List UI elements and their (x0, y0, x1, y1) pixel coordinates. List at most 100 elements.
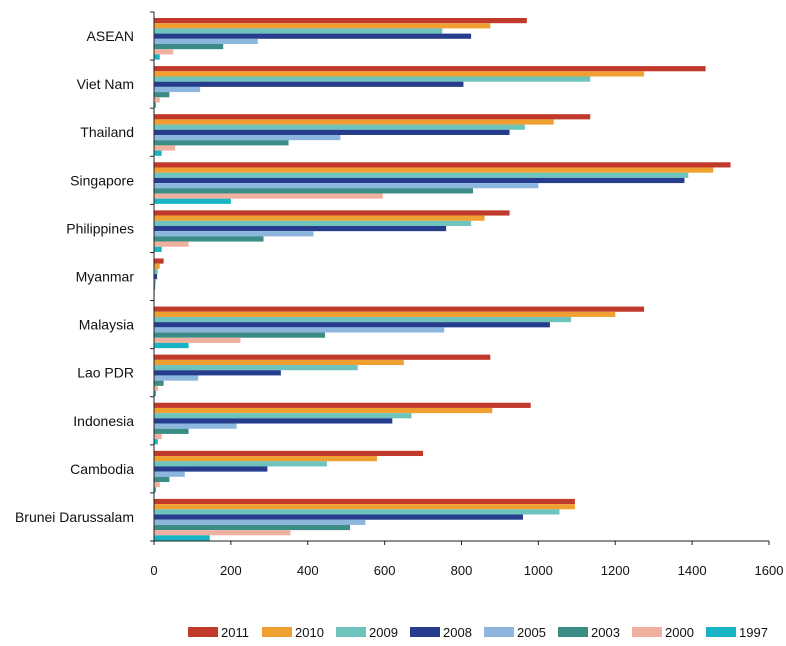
bar-viet-nam-2009 (154, 76, 591, 82)
labels-layer: 0 200 400 600 800 1000 1200 1400 1600 ASEAN Viet N… (15, 28, 784, 578)
category-label-myanmar: Myanmar (76, 269, 135, 285)
bar-singapore-2011 (154, 162, 731, 168)
bar-thailand-2003 (154, 140, 289, 146)
bar-asean-2009 (154, 28, 443, 34)
bar-cambodia-2005 (154, 471, 185, 477)
bar-asean-1997 (154, 54, 160, 60)
x-tick-label-800: 800 (451, 563, 473, 578)
bar-indonesia-2003 (154, 428, 189, 434)
bar-philippines-2003 (154, 236, 264, 242)
legend-label-2005: 2005 (517, 625, 546, 640)
legend-label-2010: 2010 (295, 625, 324, 640)
category-label-cambodia: Cambodia (70, 461, 134, 477)
bar-thailand-2011 (154, 114, 591, 120)
bar-viet-nam-2008 (154, 81, 464, 87)
bar-indonesia-2011 (154, 402, 531, 408)
bar-thailand-2005 (154, 134, 341, 141)
bar-myanmar-2008 (154, 274, 158, 280)
legend-swatch-2010 (262, 627, 292, 637)
bar-indonesia-2005 (154, 423, 237, 429)
bar-lao-pdr-2010 (154, 359, 404, 366)
bar-cambodia-2003 (154, 476, 170, 483)
bar-malaysia-1997 (154, 342, 189, 349)
bar-cambodia-2008 (154, 466, 268, 472)
category-label-philippines: Philippines (66, 220, 134, 236)
bar-singapore-2010 (154, 167, 714, 173)
bar-viet-nam-2011 (154, 66, 706, 72)
legend-swatch-2008 (410, 627, 440, 637)
bar-philippines-2010 (154, 215, 485, 221)
bar-philippines-2009 (154, 220, 472, 226)
bar-thailand-2010 (154, 119, 554, 125)
legend-layer: 2011 2010 2009 2008 2005 2003 2000 1997 (188, 625, 768, 640)
bar-thailand-1997 (154, 150, 162, 156)
bar-cambodia-2010 (154, 456, 377, 462)
legend-swatch-1997 (706, 627, 736, 637)
bar-asean-2010 (154, 23, 491, 29)
bar-lao-pdr-1997 (154, 391, 156, 397)
bar-singapore-1997 (154, 198, 231, 204)
bar-lao-pdr-2011 (154, 354, 491, 360)
bar-thailand-2009 (154, 124, 525, 130)
bar-philippines-2005 (154, 231, 314, 237)
bar-myanmar-2011 (154, 258, 164, 264)
bar-thailand-2000 (154, 145, 176, 151)
bar-lao-pdr-2003 (154, 380, 164, 386)
bar-brunei-darussalam-2005 (154, 519, 366, 525)
category-label-lao-pdr: Lao PDR (77, 365, 134, 381)
bar-malaysia-2000 (154, 337, 241, 343)
legend-label-2000: 2000 (665, 625, 694, 640)
bar-cambodia-2011 (154, 450, 424, 457)
bar-myanmar-2010 (154, 263, 160, 269)
x-tick-label-1000: 1000 (524, 563, 553, 578)
bar-singapore-2009 (154, 172, 689, 178)
bar-myanmar-2003 (154, 284, 156, 290)
legend-label-1997: 1997 (739, 625, 768, 640)
bar-malaysia-2003 (154, 332, 326, 338)
bar-brunei-darussalam-2000 (154, 530, 291, 536)
bar-singapore-2005 (154, 183, 539, 189)
bar-brunei-darussalam-1997 (154, 535, 210, 541)
category-label-singapore: Singapore (70, 172, 134, 188)
bar-malaysia-2005 (154, 327, 445, 333)
bar-viet-nam-1997 (154, 102, 156, 108)
bar-asean-2003 (154, 44, 224, 50)
legend-swatch-2000 (632, 627, 662, 637)
bar-malaysia-2011 (154, 306, 645, 312)
x-tick-label-1400: 1400 (678, 563, 707, 578)
bar-philippines-1997 (154, 246, 162, 252)
bar-malaysia-2010 (154, 311, 616, 317)
x-tick-label-400: 400 (297, 563, 319, 578)
legend-label-2008: 2008 (443, 625, 472, 640)
bar-lao-pdr-2000 (154, 385, 158, 392)
bar-singapore-2000 (154, 193, 383, 199)
category-label-viet-nam: Viet Nam (77, 76, 134, 92)
bar-lao-pdr-2005 (154, 375, 199, 381)
bar-asean-2011 (154, 18, 527, 24)
bar-philippines-2011 (154, 210, 510, 216)
bar-malaysia-2008 (154, 322, 550, 328)
bar-cambodia-2000 (154, 482, 160, 488)
x-tick-label-600: 600 (374, 563, 396, 578)
bar-indonesia-2010 (154, 407, 493, 414)
bar-cambodia-2009 (154, 461, 327, 467)
bar-brunei-darussalam-2011 (154, 498, 575, 505)
bar-singapore-2008 (154, 177, 685, 184)
bar-viet-nam-2005 (154, 86, 201, 93)
bar-viet-nam-2003 (154, 92, 170, 98)
category-label-thailand: Thailand (80, 124, 134, 140)
bar-viet-nam-2000 (154, 97, 160, 103)
bar-brunei-darussalam-2008 (154, 514, 523, 520)
x-tick-label-0: 0 (150, 563, 157, 578)
legend-swatch-2005 (484, 627, 514, 637)
legend-label-2011: 2011 (221, 625, 249, 640)
bar-brunei-darussalam-2009 (154, 509, 560, 515)
category-label-asean: ASEAN (87, 28, 134, 44)
bar-philippines-2000 (154, 241, 189, 247)
bar-myanmar-2009 (154, 268, 158, 275)
x-tick-label-1200: 1200 (601, 563, 630, 578)
bar-indonesia-2000 (154, 433, 162, 440)
bar-indonesia-2009 (154, 413, 412, 419)
bar-indonesia-2008 (154, 418, 393, 424)
